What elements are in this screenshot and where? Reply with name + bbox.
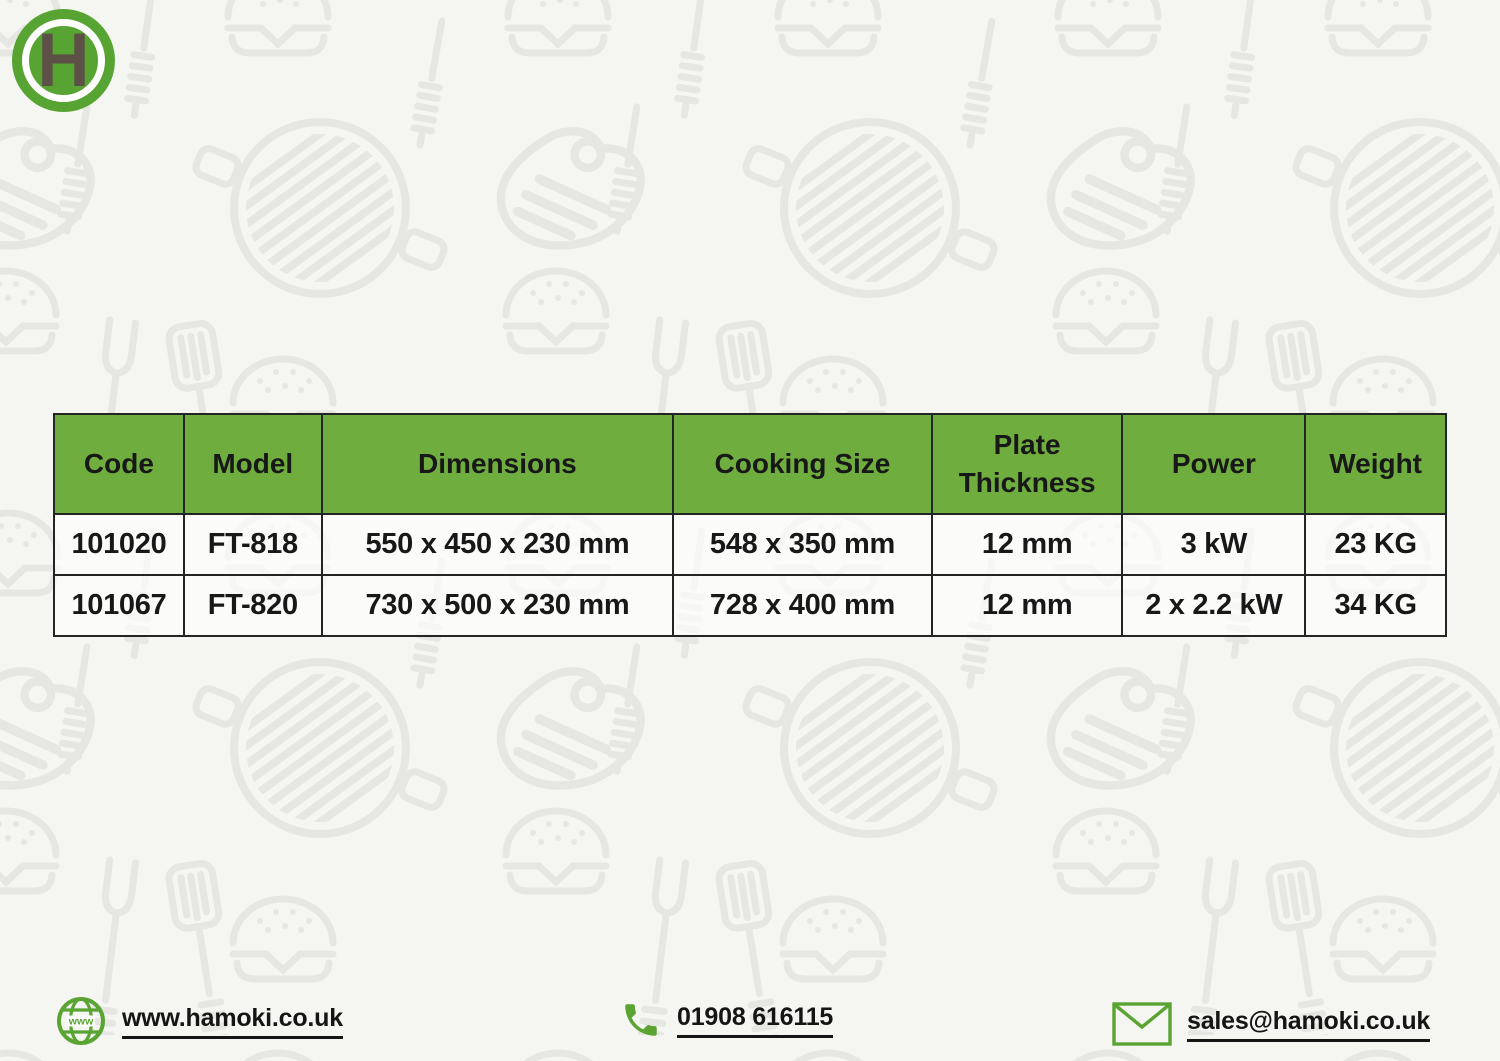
column-header-power: Power	[1121, 413, 1307, 515]
cell-power: 2 x 2.2 kW	[1121, 574, 1307, 637]
column-header-model: Model	[182, 413, 323, 515]
hamoki-logo: H	[12, 9, 115, 112]
logo-ring	[22, 19, 105, 102]
table-row: 101020 FT-818 550 x 450 x 230 mm 548 x 3…	[53, 513, 1447, 576]
email-link[interactable]: sales@hamoki.co.uk	[1112, 1002, 1430, 1046]
spec-table: Code Model Dimensions Cooking Size Plate…	[53, 413, 1447, 637]
cell-cooking-size: 548 x 350 mm	[672, 513, 933, 576]
table-row: 101067 FT-820 730 x 500 x 230 mm 728 x 4…	[53, 574, 1447, 637]
phone-link[interactable]: 01908 616115	[620, 999, 833, 1041]
header-row: Code Model Dimensions Cooking Size Plate…	[53, 413, 1447, 515]
phone-icon	[625, 1004, 657, 1036]
cell-weight: 23 KG	[1304, 513, 1447, 576]
cell-code: 101067	[53, 574, 185, 637]
cell-model: FT-818	[182, 513, 323, 576]
globe-icon: www	[57, 997, 105, 1045]
column-header-cooking-size: Cooking Size	[672, 413, 933, 515]
logo-letter: H	[37, 17, 90, 103]
phone-text: 01908 616115	[677, 1003, 833, 1038]
cell-power: 3 kW	[1121, 513, 1307, 576]
cell-plate-thickness: 12 mm	[930, 513, 1124, 576]
cell-model: FT-820	[182, 574, 323, 637]
cell-code: 101020	[53, 513, 185, 576]
website-text: www.hamoki.co.uk	[122, 1004, 343, 1039]
cell-dimensions: 730 x 500 x 230 mm	[320, 574, 675, 637]
envelope-icon	[1112, 1002, 1172, 1046]
column-header-weight: Weight	[1304, 413, 1447, 515]
column-header-code: Code	[53, 413, 185, 515]
email-text: sales@hamoki.co.uk	[1187, 1007, 1430, 1042]
cell-cooking-size: 728 x 400 mm	[672, 574, 933, 637]
cell-weight: 34 KG	[1304, 574, 1447, 637]
cell-plate-thickness: 12 mm	[930, 574, 1124, 637]
column-header-plate-thickness: Plate Thickness	[930, 413, 1124, 515]
globe-www-label: www	[68, 1016, 94, 1028]
column-header-dimensions: Dimensions	[320, 413, 675, 515]
cell-dimensions: 550 x 450 x 230 mm	[320, 513, 675, 576]
website-link[interactable]: www www.hamoki.co.uk	[55, 995, 343, 1047]
